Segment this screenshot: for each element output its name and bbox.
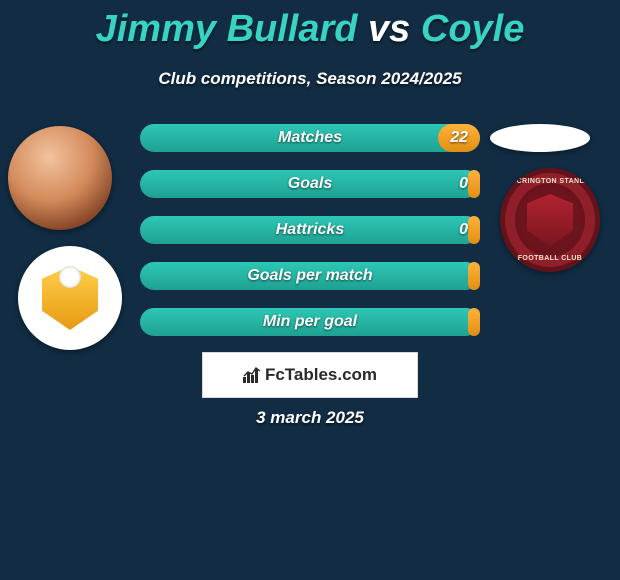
stat-row: Goals0 [140, 170, 480, 198]
stat-label: Matches [140, 124, 480, 152]
stat-label: Goals [140, 170, 480, 198]
club2-text-top: ACCRINGTON STANLEY [500, 178, 600, 185]
stat-value-player2: 0 [459, 170, 468, 198]
club2-text-bot: FOOTBALL CLUB [500, 255, 600, 262]
stat-label: Min per goal [140, 308, 480, 336]
stat-row: Hattricks0 [140, 216, 480, 244]
stats-bars-area: Matches22Goals0Hattricks0Goals per match… [140, 124, 480, 354]
stat-row: Matches22 [140, 124, 480, 152]
date: 3 march 2025 [0, 408, 620, 428]
player1-club-badge [18, 246, 122, 350]
stat-row: Min per goal [140, 308, 480, 336]
stat-label: Hattricks [140, 216, 480, 244]
player1-photo [8, 126, 112, 230]
stat-value-player2: 0 [459, 216, 468, 244]
watermark-text: FcTables.com [265, 365, 377, 384]
player2-club-badge: ACCRINGTON STANLEY FOOTBALL CLUB [500, 168, 600, 272]
chart-icon [243, 367, 261, 383]
vs-text: vs [368, 8, 410, 50]
player2-name: Coyle [421, 8, 524, 50]
stat-row: Goals per match [140, 262, 480, 290]
comparison-title: Jimmy Bullard vs Coyle [0, 0, 620, 51]
player1-name: Jimmy Bullard [96, 8, 358, 50]
player2-photo [490, 124, 590, 152]
subtitle: Club competitions, Season 2024/2025 [0, 69, 620, 89]
watermark: FcTables.com [202, 352, 418, 398]
stat-value-player2: 22 [450, 124, 468, 152]
stat-label: Goals per match [140, 262, 480, 290]
